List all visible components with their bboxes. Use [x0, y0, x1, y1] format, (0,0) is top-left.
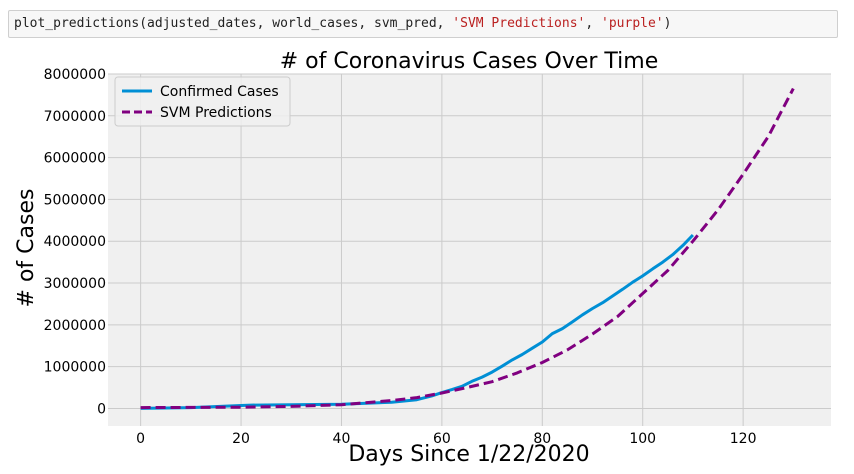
x-tick-label: 40 [333, 431, 351, 447]
x-tick-label: 120 [730, 431, 757, 447]
code-sep: , [585, 16, 602, 31]
code-arg-label: 'SVM Predictions' [452, 16, 586, 31]
y-tick-label: 8000000 [44, 67, 106, 83]
legend-label-svm: SVM Predictions [160, 105, 272, 121]
x-tick-label: 100 [629, 431, 656, 447]
chart-title: # of Coronavirus Cases Over Time [280, 49, 659, 74]
y-tick-label: 2000000 [44, 318, 106, 334]
code-arg-color: 'purple' [601, 16, 664, 31]
y-tick-label: 0 [97, 401, 106, 417]
plot-area [108, 74, 831, 426]
y-tick-label: 7000000 [44, 109, 106, 125]
series-line-1 [140, 87, 795, 410]
x-tick-label: 60 [433, 431, 451, 447]
y-tick-label: 3000000 [44, 276, 106, 292]
code-cell[interactable]: plot_predictions(adjusted_dates, world_c… [8, 10, 838, 38]
y-axis-label: # of Cases [14, 189, 39, 308]
x-axis-label: Days Since 1/22/2020 [348, 442, 589, 467]
tick-labels: 0 20 40 60 80 100 120 0 1000000 2000000 3000000 400… [44, 67, 757, 447]
x-tick-label: 80 [533, 431, 551, 447]
series-lines [140, 87, 795, 410]
y-tick-label: 1000000 [44, 360, 106, 376]
x-tick-label: 0 [136, 431, 145, 447]
legend: Confirmed Cases SVM Predictions [114, 76, 291, 127]
code-suffix: ) [663, 16, 672, 31]
x-tick-label: 20 [232, 431, 250, 447]
code-prefix: plot_predictions(adjusted_dates, world_c… [14, 16, 453, 31]
y-tick-label: 6000000 [44, 151, 106, 167]
legend-box [114, 76, 291, 127]
legend-label-confirmed: Confirmed Cases [160, 84, 279, 100]
y-tick-label: 4000000 [44, 234, 106, 250]
gridlines [108, 73, 831, 426]
y-tick-label: 5000000 [44, 192, 106, 208]
